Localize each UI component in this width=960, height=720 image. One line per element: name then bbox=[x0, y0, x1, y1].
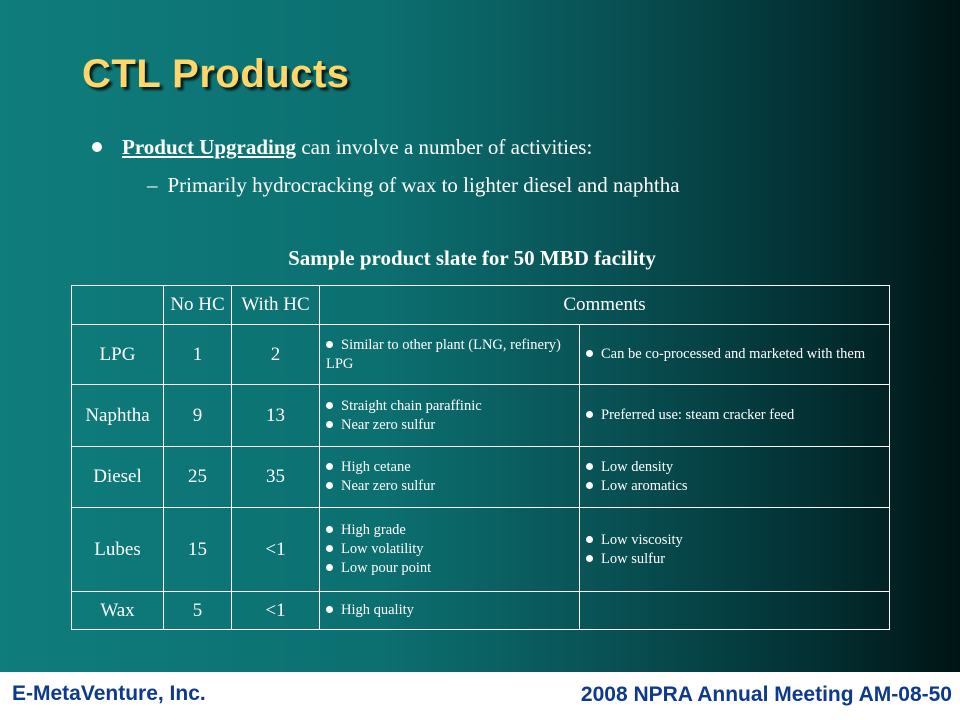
bullet-emphasis: Product Upgrading bbox=[122, 135, 297, 159]
comment-item: Low volatility bbox=[326, 540, 575, 559]
table-row: LPG 1 2 Similar to other plant (LNG, refine… bbox=[71, 324, 890, 385]
bullet-dot-icon bbox=[586, 482, 593, 490]
comment-text: Low sulfur bbox=[601, 550, 666, 567]
bullet-dot-icon bbox=[586, 411, 593, 419]
no-hc-cell: 15 bbox=[163, 507, 232, 592]
bullet-dot-icon bbox=[326, 401, 333, 409]
comment-cell-primary: Similar to other plant (LNG, refinery) L… bbox=[319, 324, 580, 385]
comment-text: Similar to other plant (LNG, refinery) L… bbox=[326, 336, 561, 372]
with-hc-cell: 13 bbox=[231, 384, 320, 447]
footer-company: E-MetaVenture, Inc. bbox=[12, 682, 206, 705]
comment-item: Low viscosity bbox=[586, 531, 885, 550]
with-hc-cell: 2 bbox=[231, 324, 320, 385]
footer-bar bbox=[0, 672, 960, 720]
bullet-dot-icon bbox=[326, 606, 333, 614]
no-hc-cell: 5 bbox=[163, 591, 232, 630]
comment-cell-primary: High quality bbox=[319, 591, 580, 630]
table-header-row: No HC With HC Comments bbox=[71, 285, 890, 325]
sub-bullet-text: Primarily hydrocracking of wax to lighte… bbox=[167, 173, 680, 197]
product-name-cell: Lubes bbox=[71, 507, 164, 592]
comment-text: Can be co-processed and marketed with th… bbox=[601, 346, 866, 362]
bullet-dot-icon bbox=[326, 526, 333, 534]
header-with-hc: With HC bbox=[231, 285, 320, 325]
product-slate-table: No HC With HC Comments LPG 1 2 Similar to o… bbox=[71, 285, 890, 630]
comment-cell-primary: High grade Low volatility Low pour point bbox=[319, 507, 580, 592]
comment-text: High grade bbox=[341, 522, 406, 538]
header-comments: Comments bbox=[319, 285, 890, 325]
with-hc-cell: <1 bbox=[231, 591, 320, 630]
slide-title: CTL Products bbox=[82, 52, 350, 96]
comment-item: Preferred use: steam cracker feed bbox=[586, 406, 885, 425]
comment-cell-primary: High cetane Near zero sulfur bbox=[319, 446, 580, 508]
comment-text: Low volatility bbox=[341, 541, 424, 557]
table-row: Naphtha 9 13 Straight chain paraffinic Near … bbox=[71, 384, 890, 447]
comment-cell-secondary: Low viscosity Low sulfur bbox=[579, 507, 890, 592]
comment-item: Low aromatics bbox=[586, 477, 885, 496]
bullet-dot-icon bbox=[326, 340, 333, 348]
bullet-dot-icon bbox=[326, 564, 333, 572]
table-row: Wax 5 <1 High quality bbox=[71, 591, 890, 630]
table-body: LPG 1 2 Similar to other plant (LNG, refine… bbox=[71, 324, 890, 630]
bullet-dot-icon bbox=[586, 554, 593, 562]
product-name-cell: LPG bbox=[71, 324, 164, 385]
bullet-dot-icon bbox=[92, 142, 102, 153]
bullet-dot-icon bbox=[326, 482, 333, 490]
product-name-cell: Diesel bbox=[71, 446, 164, 508]
bullet-dot-icon bbox=[326, 545, 333, 553]
bullet-dot-icon bbox=[586, 535, 593, 543]
sub-bullet: – Primarily hydrocracking of wax to light… bbox=[147, 173, 680, 198]
bullet-dot-icon bbox=[326, 420, 333, 428]
no-hc-cell: 1 bbox=[163, 324, 232, 385]
bullet-dot-icon bbox=[326, 463, 333, 471]
header-product bbox=[71, 285, 164, 325]
comment-item: Near zero sulfur bbox=[326, 477, 575, 496]
bullet-text: can involve a number of activities: bbox=[296, 135, 593, 159]
comment-item: High grade bbox=[326, 521, 575, 540]
with-hc-cell: 35 bbox=[231, 446, 320, 508]
comment-item: High quality bbox=[326, 601, 575, 620]
sub-bullet-dash: – bbox=[147, 173, 158, 197]
comment-text: Near zero sulfur bbox=[341, 416, 436, 433]
comment-text: High quality bbox=[341, 602, 414, 618]
comment-cell-secondary: Low density Low aromatics bbox=[579, 446, 890, 508]
main-bullet: Product Upgrading can involve a number o… bbox=[92, 135, 592, 160]
comment-text: High cetane bbox=[341, 459, 411, 475]
slide-background: CTL Products Product Upgrading can invol… bbox=[0, 0, 960, 672]
table-row: Lubes 15 <1 High grade Low volatility Low pou… bbox=[71, 507, 890, 592]
comment-text: Low pour point bbox=[341, 560, 432, 576]
comment-item: Can be co-processed and marketed with th… bbox=[586, 345, 885, 364]
comment-item: Near zero sulfur bbox=[326, 416, 575, 435]
comment-text: Low aromatics bbox=[601, 478, 688, 494]
comment-item: Straight chain paraffinic bbox=[326, 397, 575, 416]
bullet-dot-icon bbox=[586, 463, 593, 471]
comment-cell-secondary: Can be co-processed and marketed with th… bbox=[579, 324, 890, 385]
comment-item: Low pour point bbox=[326, 559, 575, 578]
comment-item: High cetane bbox=[326, 458, 575, 477]
table-row: Diesel 25 35 High cetane Near zero sulfur Low… bbox=[71, 446, 890, 508]
comment-text: Low viscosity bbox=[601, 531, 683, 548]
with-hc-cell: <1 bbox=[231, 507, 320, 592]
header-no-hc: No HC bbox=[163, 285, 232, 325]
product-name-cell: Wax bbox=[71, 591, 164, 630]
comment-cell-secondary bbox=[579, 591, 890, 630]
footer-meeting: 2008 NPRA Annual Meeting AM-08-50 bbox=[580, 683, 952, 706]
comment-cell-primary: Straight chain paraffinic Near zero sulfu… bbox=[319, 384, 580, 447]
comment-text: Low density bbox=[601, 459, 674, 475]
comment-text: Straight chain paraffinic bbox=[341, 397, 482, 414]
comment-item: Similar to other plant (LNG, refinery) L… bbox=[326, 336, 575, 374]
bullet-dot-icon bbox=[586, 350, 593, 358]
comment-cell-secondary: Preferred use: steam cracker feed bbox=[579, 384, 890, 447]
product-name-cell: Naphtha bbox=[71, 384, 164, 447]
comment-text: Preferred use: steam cracker feed bbox=[601, 407, 795, 423]
comment-item: Low density bbox=[586, 458, 885, 477]
table-caption: Sample product slate for 50 MBD facility bbox=[288, 246, 656, 270]
no-hc-cell: 9 bbox=[163, 384, 232, 447]
no-hc-cell: 25 bbox=[163, 446, 232, 508]
comment-item: Low sulfur bbox=[586, 550, 885, 569]
comment-text: Near zero sulfur bbox=[341, 478, 436, 494]
